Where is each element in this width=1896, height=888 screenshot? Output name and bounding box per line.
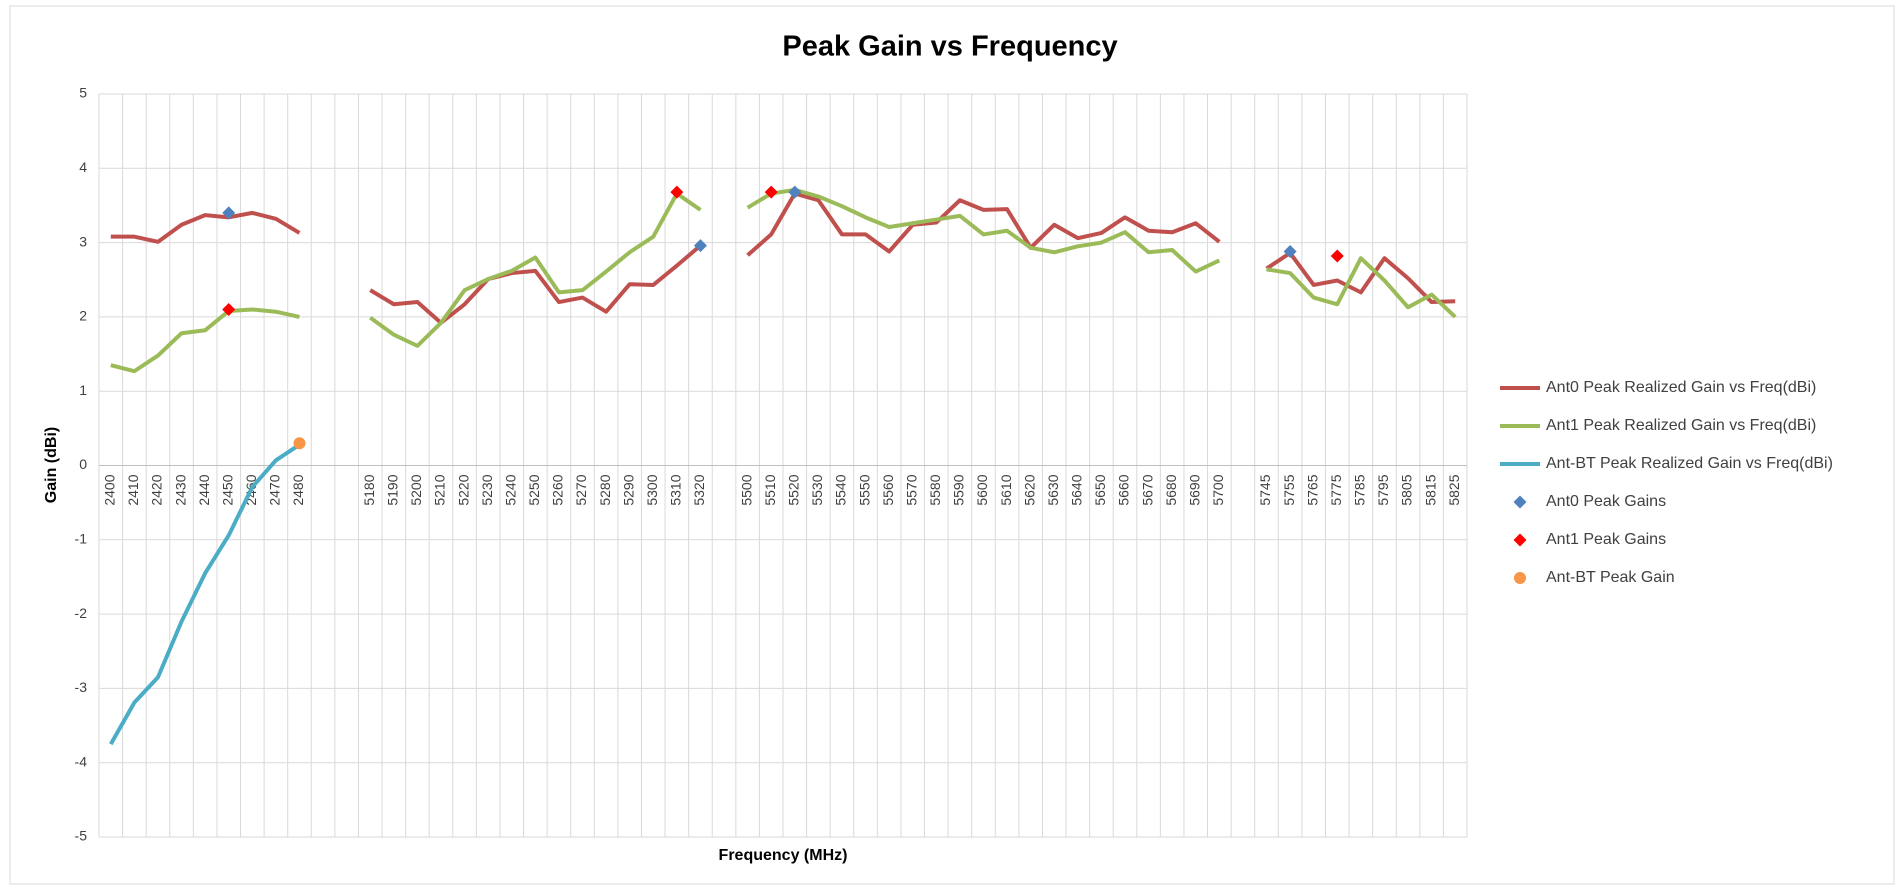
- x-tick-label: 5240: [502, 474, 518, 505]
- x-tick-label: 5530: [809, 474, 825, 505]
- x-tick-label: 5775: [1328, 474, 1344, 505]
- legend-label: Ant0 Peak Gains: [1546, 493, 1666, 510]
- x-tick-label: 5600: [974, 474, 990, 505]
- marker: [222, 206, 236, 220]
- marker: [788, 185, 802, 199]
- x-tick-label: 5630: [1045, 474, 1061, 505]
- x-tick-label: 2420: [149, 474, 165, 505]
- x-tick-label: 5640: [1069, 474, 1085, 505]
- series-line: [109, 443, 301, 746]
- y-tick-label: 3: [79, 233, 87, 249]
- marker: [693, 239, 707, 253]
- marker: [293, 437, 306, 450]
- marker: [222, 302, 236, 316]
- x-tick-label: 5310: [668, 474, 684, 505]
- x-tick-label: 5765: [1304, 474, 1320, 505]
- x-tick-label: 5815: [1422, 474, 1438, 505]
- x-tick-label: 5700: [1210, 474, 1226, 505]
- y-tick-label: -1: [75, 531, 88, 547]
- legend-label: Ant1 Peak Realized Gain vs Freq(dBi): [1546, 417, 1816, 434]
- x-tick-label: 5280: [597, 474, 613, 505]
- y-tick-label: -4: [75, 753, 88, 769]
- x-tick-label: 5180: [361, 474, 377, 505]
- x-tick-label: 5590: [951, 474, 967, 505]
- x-tick-label: 5520: [785, 474, 801, 505]
- x-tick-label: 2480: [290, 474, 306, 505]
- x-tick-label: 5190: [385, 474, 401, 505]
- legend-label: Ant-BT Peak Realized Gain vs Freq(dBi): [1546, 455, 1833, 472]
- y-tick-label: 5: [79, 85, 87, 101]
- x-tick-label: 2400: [101, 474, 117, 505]
- x-tick-label: 5300: [644, 474, 660, 505]
- y-tick-label: 2: [79, 308, 87, 324]
- x-tick-label: 2410: [125, 474, 141, 505]
- series-line: [110, 187, 1457, 374]
- y-tick-label: -5: [75, 828, 88, 844]
- x-tick-label: 5540: [833, 474, 849, 505]
- y-axis-title: Gain (dBi): [43, 427, 60, 503]
- x-tick-label: 5290: [620, 474, 636, 505]
- x-tick-label: 5690: [1186, 474, 1202, 505]
- x-tick-label: 2440: [196, 474, 212, 505]
- marker: [1330, 249, 1344, 263]
- series-line: [110, 191, 1456, 325]
- y-tick-label: 1: [79, 382, 87, 398]
- legend-swatch: [1514, 572, 1526, 584]
- x-tick-label: 5510: [762, 474, 778, 505]
- y-tick-label: -2: [75, 605, 88, 621]
- x-tick-label: 5550: [856, 474, 872, 505]
- chart-border: [9, 5, 1895, 885]
- x-tick-label: 5650: [1092, 474, 1108, 505]
- x-tick-label: 5755: [1281, 474, 1297, 505]
- x-tick-label: 2430: [172, 474, 188, 505]
- x-tick-label: 5785: [1352, 474, 1368, 505]
- x-axis-title: Frequency (MHz): [719, 847, 848, 864]
- x-tick-label: 5610: [998, 474, 1014, 505]
- legend-label: Ant-BT Peak Gain: [1546, 569, 1675, 586]
- chart-title: Peak Gain vs Frequency: [782, 31, 1117, 63]
- x-tick-label: 5200: [408, 474, 424, 505]
- x-tick-label: 5230: [479, 474, 495, 505]
- x-tick-label: 5660: [1116, 474, 1132, 505]
- x-tick-label: 5560: [880, 474, 896, 505]
- x-tick-label: 2470: [267, 474, 283, 505]
- x-tick-label: 5270: [573, 474, 589, 505]
- x-tick-label: 5210: [432, 474, 448, 505]
- x-tick-label: 5670: [1139, 474, 1155, 505]
- x-tick-label: 5220: [455, 474, 471, 505]
- legend-swatch: [1513, 495, 1527, 509]
- y-tick-label: 0: [79, 456, 87, 472]
- x-tick-label: 5680: [1163, 474, 1179, 505]
- legend-label: Ant1 Peak Gains: [1546, 531, 1666, 548]
- x-tick-label: 2450: [219, 474, 235, 505]
- x-tick-label: 5250: [526, 474, 542, 505]
- x-tick-label: 5320: [691, 474, 707, 505]
- x-tick-label: 5620: [1021, 474, 1037, 505]
- x-tick-label: 5580: [927, 474, 943, 505]
- x-tick-label: 5570: [903, 474, 919, 505]
- x-tick-label: 5745: [1257, 474, 1273, 505]
- x-tick-label: 5825: [1446, 474, 1462, 505]
- marker: [1283, 245, 1297, 259]
- x-tick-label: 5260: [550, 474, 566, 505]
- marker: [764, 185, 778, 199]
- marker: [670, 185, 684, 199]
- x-tick-label: 5500: [738, 474, 754, 505]
- x-tick-label: 5805: [1399, 474, 1415, 505]
- y-tick-label: 4: [79, 159, 87, 175]
- x-tick-label: 5795: [1375, 474, 1391, 505]
- legend-label: Ant0 Peak Realized Gain vs Freq(dBi): [1546, 379, 1816, 396]
- legend-swatch: [1513, 533, 1527, 547]
- y-tick-label: -3: [75, 679, 88, 695]
